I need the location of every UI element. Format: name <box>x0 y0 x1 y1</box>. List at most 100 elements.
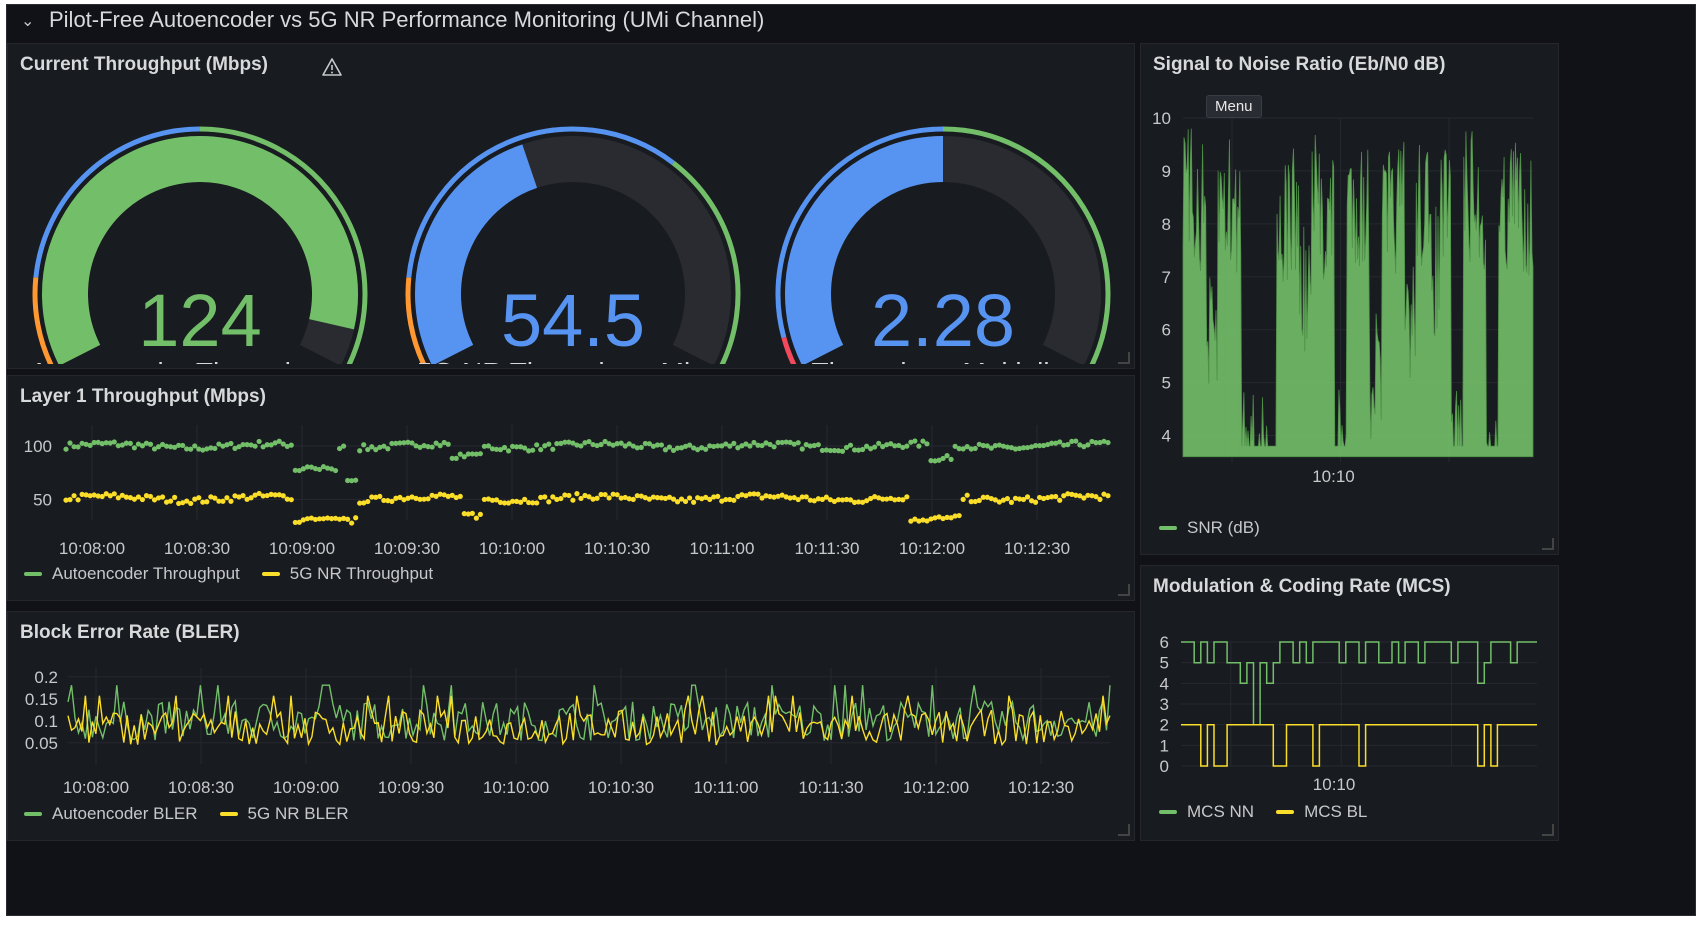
data-point <box>1028 498 1035 504</box>
x-tick-label: 10:11:30 <box>795 539 860 558</box>
data-point <box>574 491 580 497</box>
legend-swatch <box>1159 526 1177 530</box>
data-point <box>155 495 162 501</box>
data-point <box>606 495 612 501</box>
data-point <box>276 492 282 498</box>
data-point <box>1089 493 1095 499</box>
data-point <box>691 445 697 451</box>
data-point <box>176 500 182 507</box>
data-point <box>578 443 584 449</box>
bler-panel[interactable]: Block Error Rate (BLER) 10:08:00 10:08:30… <box>7 611 1135 841</box>
data-point <box>1081 444 1087 450</box>
data-point <box>944 514 950 520</box>
data-point <box>252 443 258 449</box>
data-point <box>843 496 850 503</box>
y-tick-label: 0.05 <box>25 734 58 753</box>
data-point <box>960 496 966 502</box>
data-point <box>554 440 560 447</box>
current-throughput-panel[interactable]: Current Throughput (Mbps) 124Autoencoder… <box>7 43 1135 369</box>
data-point <box>892 497 898 503</box>
legend-mcs-nn[interactable]: MCS NN <box>1187 802 1255 821</box>
data-point <box>248 495 254 501</box>
y-tick-label: 8 <box>1162 215 1171 234</box>
data-point <box>1085 492 1091 498</box>
data-point <box>948 515 954 521</box>
data-point <box>485 496 492 502</box>
data-point <box>900 444 906 451</box>
data-point <box>131 445 137 451</box>
data-point <box>441 439 447 446</box>
data-point <box>228 440 234 447</box>
legend-mcs-bl[interactable]: MCS BL <box>1304 802 1368 821</box>
data-point <box>87 493 93 499</box>
data-point <box>143 440 150 446</box>
data-point <box>155 444 162 450</box>
resize-handle[interactable] <box>1118 584 1130 596</box>
panel-title: Block Error Rate (BLER) <box>20 622 240 643</box>
layer1-throughput-panel[interactable]: Layer 1 Throughput (Mbps) 10:08:00 10:08:… <box>7 375 1135 601</box>
resize-handle[interactable] <box>1542 824 1554 836</box>
data-point <box>260 444 266 450</box>
data-point <box>513 444 520 450</box>
mcs-panel[interactable]: Modulation & Coding Rate (MCS) 6 5 4 3 2 1 0 10… <box>1140 565 1559 841</box>
data-point <box>284 496 290 502</box>
data-point <box>964 492 970 498</box>
data-point <box>916 518 922 524</box>
data-point <box>465 451 471 457</box>
data-point <box>771 444 777 450</box>
data-point <box>920 517 926 523</box>
row-header[interactable]: ⌄ Pilot-Free Autoencoder vs 5G NR Perfor… <box>7 5 1695 49</box>
data-point <box>401 440 407 446</box>
gauge-threshold-arc <box>199 126 368 364</box>
data-point <box>542 494 548 500</box>
legend-5g-nr-throughput[interactable]: 5G NR Throughput <box>289 564 434 583</box>
data-point <box>115 495 121 501</box>
data-point <box>723 441 729 447</box>
legend-autoencoder-bler[interactable]: Autoencoder BLER <box>52 804 198 823</box>
legend-snr[interactable]: SNR (dB) <box>1187 518 1260 537</box>
y-tick-label: 0 <box>1160 757 1169 776</box>
data-point <box>1089 438 1095 445</box>
data-point <box>936 514 942 520</box>
legend-swatch <box>1159 810 1177 814</box>
data-point <box>1077 493 1083 499</box>
data-point <box>650 494 656 500</box>
data-point <box>1020 445 1027 451</box>
data-point <box>876 495 882 501</box>
data-point <box>304 516 310 522</box>
data-point <box>791 494 797 501</box>
legend-5g-nr-bler[interactable]: 5G NR BLER <box>247 804 349 823</box>
data-point <box>699 445 705 451</box>
data-point <box>526 448 532 454</box>
data-point <box>433 493 439 499</box>
legend-autoencoder-throughput[interactable]: Autoencoder Throughput <box>52 564 240 583</box>
data-point <box>280 441 286 447</box>
resize-handle[interactable] <box>1542 538 1554 550</box>
data-point <box>522 496 528 502</box>
data-point <box>248 442 254 448</box>
data-point <box>159 441 166 448</box>
snr-panel[interactable]: Signal to Noise Ratio (Eb/N0 dB) 10 9 8 7 6 5… <box>1140 43 1559 555</box>
data-point <box>751 491 757 497</box>
data-point <box>952 443 958 449</box>
menu-tooltip[interactable]: Menu <box>1206 95 1262 118</box>
data-point <box>469 451 475 457</box>
data-point <box>308 515 315 521</box>
data-point <box>884 442 890 448</box>
data-point <box>493 497 500 503</box>
data-point <box>409 494 415 500</box>
data-point <box>940 515 946 522</box>
resize-handle[interactable] <box>1118 824 1130 836</box>
data-point <box>316 466 323 473</box>
warning-triangle-icon[interactable] <box>321 56 343 78</box>
data-point <box>264 492 270 499</box>
chevron-down-icon[interactable]: ⌄ <box>21 13 35 30</box>
data-point <box>1097 439 1103 446</box>
data-point <box>807 497 813 503</box>
data-point <box>972 445 978 452</box>
data-point <box>1085 442 1091 448</box>
y-tick-label: 1 <box>1160 736 1169 755</box>
data-point <box>216 498 222 504</box>
data-point <box>558 495 564 502</box>
resize-handle[interactable] <box>1118 352 1130 364</box>
